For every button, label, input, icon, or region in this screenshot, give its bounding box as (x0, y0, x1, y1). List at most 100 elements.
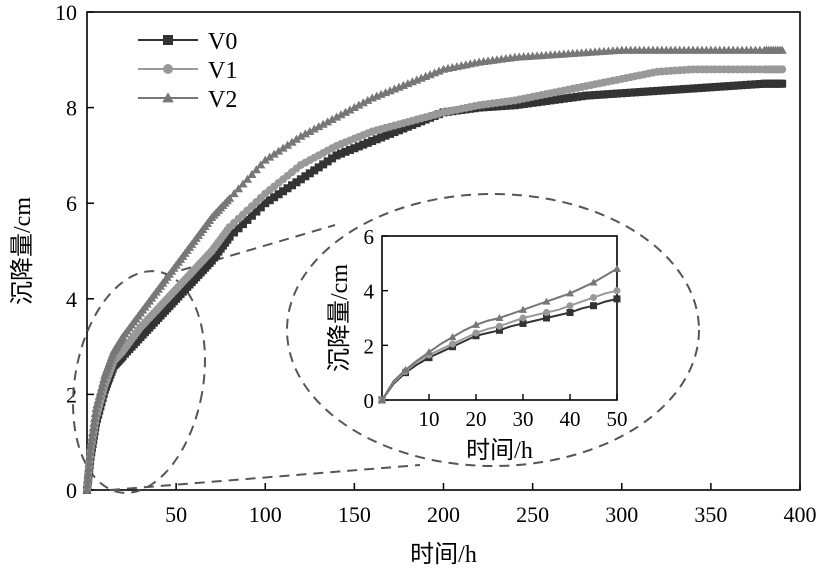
data-point (386, 129, 395, 138)
data-point (363, 138, 372, 147)
data-point (99, 374, 109, 383)
x-tick-label: 50 (165, 502, 187, 527)
inset-data-point (448, 333, 457, 341)
data-point (666, 85, 675, 94)
x-tick-label: 300 (605, 502, 638, 527)
data-point (341, 147, 350, 156)
data-point (631, 88, 640, 97)
data-point (515, 100, 524, 109)
inset-data-point (566, 302, 574, 310)
data-point (550, 95, 559, 104)
data-point (403, 122, 412, 131)
data-point (88, 423, 98, 432)
data-point (314, 122, 324, 131)
inset-data-point (449, 340, 456, 348)
data-point (640, 87, 649, 96)
data-point (247, 169, 257, 178)
data-point (626, 88, 635, 97)
data-point (599, 90, 608, 99)
inset-y-axis-label: 沉降量/cm (326, 264, 353, 372)
data-point (510, 101, 519, 110)
data-point (282, 140, 293, 149)
data-point (372, 135, 381, 144)
data-point (345, 105, 355, 114)
inset-x-tick-label: 30 (513, 407, 534, 431)
data-point (95, 387, 105, 396)
data-point (675, 85, 684, 94)
data-point (269, 149, 279, 158)
inset-data-point (613, 295, 621, 303)
data-point (256, 160, 266, 169)
data-point (377, 133, 386, 142)
data-point (305, 126, 315, 135)
data-point (657, 86, 666, 95)
data-point (337, 149, 346, 158)
data-point (331, 112, 342, 121)
y-tick-label: 8 (66, 96, 77, 121)
data-point (291, 134, 302, 143)
data-point (234, 224, 243, 233)
data-point (230, 228, 239, 237)
data-point (296, 175, 305, 184)
data-point (350, 144, 359, 153)
data-point (528, 98, 537, 107)
y-tick-label: 4 (66, 287, 77, 312)
series-V2 (82, 45, 787, 494)
data-point (83, 469, 93, 478)
data-point (399, 124, 408, 133)
inset-data-point (377, 395, 387, 404)
data-point (724, 82, 733, 91)
inset-data-point (401, 365, 410, 373)
data-point (225, 232, 234, 241)
data-point (648, 87, 657, 96)
data-point (613, 89, 622, 98)
data-point (85, 442, 96, 451)
data-point (296, 131, 306, 140)
data-point (323, 157, 332, 166)
data-point (238, 179, 248, 188)
inset-data-point (543, 314, 550, 322)
legend-label: V0 (208, 29, 237, 55)
data-point (368, 137, 377, 146)
data-point (292, 178, 301, 187)
data-point (354, 100, 364, 109)
data-point (573, 92, 582, 101)
inset-data-point (519, 314, 527, 322)
data-point (711, 82, 720, 91)
inset-x-tick-label: 40 (560, 407, 581, 431)
data-point (283, 184, 292, 193)
inset-x-tick-label: 10 (419, 407, 440, 431)
data-point (265, 196, 274, 205)
data-point (82, 480, 93, 489)
data-point (586, 91, 595, 100)
y-tick-label: 0 (66, 478, 77, 503)
legend-marker (162, 92, 174, 103)
data-point (318, 119, 328, 128)
inset-data-point (542, 297, 551, 305)
x-tick-label: 400 (784, 502, 817, 527)
data-point (697, 83, 706, 92)
data-point (94, 391, 104, 400)
inset-data-point (496, 322, 503, 330)
inset-data-point (590, 302, 597, 310)
zoom-connector-line (164, 224, 336, 276)
inset-data-point (590, 294, 597, 301)
legend-item: V0 (138, 29, 237, 55)
data-point (323, 117, 333, 126)
data-point (359, 140, 368, 149)
inset-data-point (472, 329, 480, 337)
data-point (746, 80, 755, 89)
data-point (86, 437, 96, 446)
y-axis-label: 沉降量/cm (9, 197, 36, 305)
data-point (354, 142, 363, 151)
legend-marker (163, 35, 173, 45)
x-tick-label: 100 (249, 502, 282, 527)
data-point (87, 432, 97, 441)
data-point (345, 146, 354, 155)
data-point (358, 98, 368, 107)
data-point (582, 91, 591, 100)
y-tick-label: 10 (55, 0, 77, 25)
data-point (363, 95, 373, 104)
zoom-region-ellipse (72, 270, 206, 494)
